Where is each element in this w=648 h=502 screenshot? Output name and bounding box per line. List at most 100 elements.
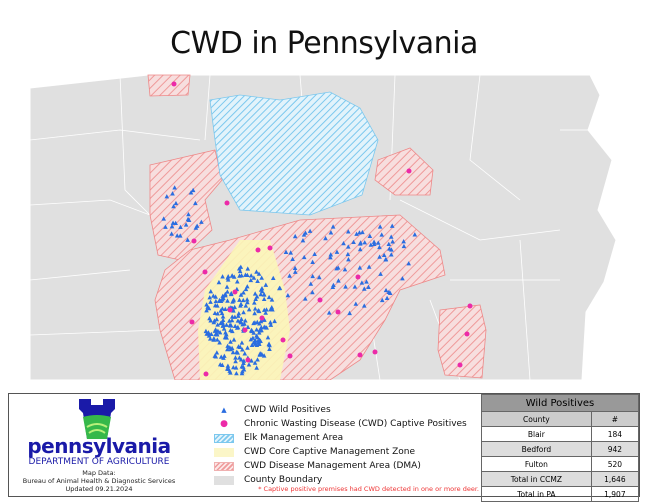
wild-positive-marker <box>308 281 314 286</box>
wild-positive-marker <box>401 243 407 249</box>
wild-positive-marker <box>351 239 356 245</box>
wild-positive-marker <box>227 318 232 323</box>
wild-positive-marker <box>381 252 387 258</box>
legend-wild-positives: ▲ CWD Wild Positives <box>214 405 330 415</box>
captive-positive-marker <box>287 353 293 359</box>
wild-positive-marker <box>199 219 204 224</box>
wild-positive-marker <box>377 244 382 250</box>
wild-positive-marker <box>207 295 213 300</box>
pennsylvania-map <box>29 74 617 380</box>
wild-positive-marker <box>347 310 352 316</box>
wild-positive-marker <box>283 249 289 254</box>
wild-positive-marker <box>234 349 239 355</box>
legend-label: CWD Core Captive Management Zone <box>244 447 415 457</box>
wild-positive-marker <box>268 320 273 325</box>
wild-positive-marker <box>169 231 174 236</box>
map-title: CWD in Pennsylvania <box>170 26 478 61</box>
blue-hatch-icon <box>214 433 234 443</box>
wild-positive-marker <box>230 328 235 334</box>
wild-positive-marker <box>238 301 244 306</box>
wild-positive-marker <box>261 292 267 297</box>
wild-positive-marker <box>231 337 237 342</box>
wild-positive-marker <box>412 232 418 237</box>
wild-positive-marker <box>290 256 295 262</box>
dma-southeast <box>437 304 487 379</box>
wild-positive-marker <box>367 233 373 238</box>
wild-positive-marker <box>378 271 383 276</box>
captive-positive-marker <box>245 357 251 363</box>
wild-positive-marker <box>206 330 211 335</box>
wild-positive-marker <box>258 338 263 344</box>
wild-positive-marker <box>206 333 212 338</box>
wild-positive-marker <box>249 342 255 347</box>
wild-positive-marker <box>258 287 264 292</box>
captive-positive-marker <box>280 337 286 343</box>
wild-positive-marker <box>375 240 381 245</box>
wild-positive-marker <box>248 337 254 342</box>
wild-positive-marker <box>207 336 213 341</box>
wild-positive-marker <box>207 315 212 321</box>
wild-positive-marker <box>341 240 346 246</box>
legend-ccmz: CWD Core Captive Management Zone <box>214 447 415 457</box>
wild-positive-marker <box>203 328 209 334</box>
wild-positive-marker <box>237 273 242 278</box>
wild-positive-marker <box>326 310 332 315</box>
wild-positive-marker <box>371 239 377 244</box>
wild-positive-marker <box>241 360 246 366</box>
captive-positive-marker <box>372 349 378 355</box>
wild-positive-marker <box>265 335 271 340</box>
wild-positive-marker <box>364 279 369 284</box>
captive-positive-marker <box>335 309 341 315</box>
wild-positive-marker <box>256 307 261 313</box>
wild-positive-marker <box>221 355 226 360</box>
wild-positive-marker <box>220 323 226 328</box>
header-count: # <box>590 411 640 427</box>
wild-positive-marker <box>342 267 348 272</box>
wild-positive-marker <box>334 249 340 254</box>
wild-positive-marker <box>215 328 221 333</box>
wild-positive-marker <box>218 320 223 326</box>
wild-positive-marker <box>357 230 362 235</box>
wild-positive-marker <box>204 302 209 307</box>
captive-positive-marker <box>467 303 473 309</box>
wild-positive-marker <box>229 317 235 323</box>
legend-dma: CWD Disease Management Area (DMA) <box>214 461 421 471</box>
wild-positive-marker <box>236 311 242 316</box>
wild-positive-marker <box>194 223 200 228</box>
wild-positive-marker <box>190 187 196 193</box>
pda-logo: pennsylvania DEPARTMENT OF AGRICULTURE M… <box>9 394 189 496</box>
wild-positive-marker <box>368 242 374 247</box>
wild-positive-marker <box>383 287 389 293</box>
wild-positives-table: Wild Positives County # Blair 184 Bedford 9… <box>481 394 640 502</box>
legend-panel: pennsylvania DEPARTMENT OF AGRICULTURE M… <box>8 393 640 502</box>
wild-positive-marker <box>213 327 218 332</box>
wild-positive-marker <box>256 330 262 335</box>
wild-positive-marker <box>388 252 394 257</box>
wild-positive-marker <box>163 224 168 229</box>
wild-positive-marker <box>292 233 298 239</box>
wild-positive-marker <box>267 346 272 351</box>
wild-positive-marker <box>213 354 219 359</box>
wild-positive-marker <box>246 362 252 367</box>
wild-positive-marker <box>212 310 218 315</box>
wild-positive-marker <box>277 286 282 291</box>
wild-positive-marker <box>361 286 367 291</box>
wild-positive-marker <box>231 297 236 302</box>
wild-positive-marker <box>241 290 246 295</box>
wild-positive-marker <box>251 340 256 345</box>
wild-positive-marker <box>178 224 183 230</box>
wild-positive-marker <box>253 296 258 301</box>
wild-positive-marker <box>352 284 358 289</box>
wild-positive-marker <box>225 298 230 303</box>
wild-positive-marker <box>245 345 250 350</box>
wild-positive-marker <box>215 337 220 342</box>
wild-positive-marker <box>236 266 242 271</box>
wild-positive-marker <box>251 275 257 280</box>
wild-positive-marker <box>215 322 220 327</box>
wild-positive-marker <box>237 344 243 349</box>
wild-positive-marker <box>330 284 336 289</box>
wild-positive-marker <box>252 291 258 296</box>
wild-positive-marker <box>354 231 359 236</box>
captive-positive-marker <box>203 371 209 377</box>
wild-positive-marker <box>229 314 235 319</box>
